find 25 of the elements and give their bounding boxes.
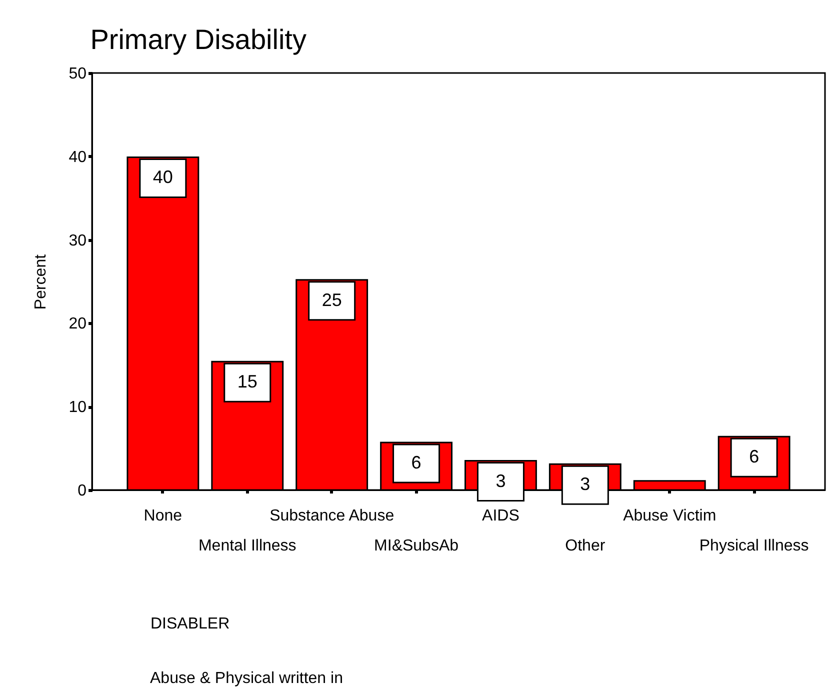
y-tick-label: 30 bbox=[68, 232, 87, 250]
y-tick-label: 0 bbox=[78, 482, 87, 500]
y-axis-title: Percent bbox=[32, 254, 50, 310]
x-axis-title: DISABLER bbox=[150, 616, 230, 632]
y-tick-label: 40 bbox=[68, 148, 87, 166]
x-tick-label: Physical Illness bbox=[699, 538, 809, 554]
data-label: 40 bbox=[152, 167, 173, 188]
y-tick-label: 20 bbox=[68, 316, 87, 333]
x-tick-label: MI&SubsAb bbox=[374, 538, 459, 554]
chart-title: Primary Disability bbox=[90, 24, 306, 55]
data-label: 6 bbox=[749, 446, 760, 467]
y-tick-label: 10 bbox=[68, 399, 87, 416]
y-tick-label: 50 bbox=[68, 66, 87, 82]
x-tick-label: Abuse Victim bbox=[623, 508, 716, 524]
data-label: 3 bbox=[496, 470, 506, 491]
data-label: 25 bbox=[322, 290, 342, 310]
data-label: 15 bbox=[237, 372, 258, 392]
x-tick-label: AIDS bbox=[482, 508, 520, 524]
data-label: 3 bbox=[580, 474, 590, 494]
data-label: 6 bbox=[411, 452, 422, 472]
x-tick-label: None bbox=[144, 508, 182, 524]
x-tick-label: Mental Illness bbox=[198, 538, 296, 554]
x-tick-label: Other bbox=[565, 538, 606, 554]
text: Abuse & Physical written in bbox=[150, 670, 343, 688]
x-tick-label: Substance Abuse bbox=[270, 508, 394, 524]
